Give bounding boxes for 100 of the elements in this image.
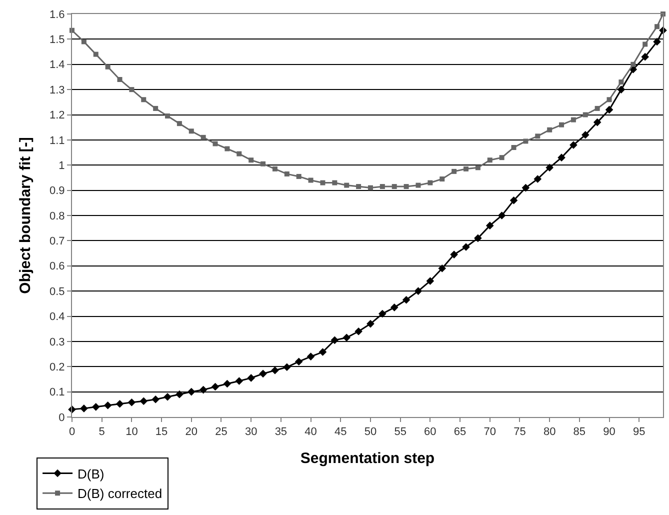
point [165,114,170,119]
point [272,166,278,172]
point [641,52,649,61]
point [211,382,220,391]
point [474,234,482,242]
point [308,178,314,183]
point [344,182,350,188]
point [378,310,386,318]
point [164,392,172,401]
point [510,196,518,204]
x-tick-label: 95 [632,426,646,438]
point [582,112,588,118]
x-tick-label: 5 [98,426,105,438]
point [368,185,373,190]
point [153,106,158,111]
x-tick-label: 35 [274,426,288,438]
point [306,352,315,360]
y-tick-label: 0.1 [50,386,65,399]
point [294,358,303,366]
point [654,24,660,30]
point [558,154,566,162]
point [152,395,160,404]
x-tick-label: 60 [424,426,436,438]
point [271,366,279,374]
point [283,363,291,372]
y-tick-label: 1.4 [50,59,65,72]
point [116,400,124,408]
point [342,334,351,342]
x-tick-label: 15 [155,426,168,438]
point [534,175,542,183]
point [366,320,374,328]
point [402,296,410,304]
point [486,222,494,230]
y-tick-label: 1.3 [50,84,65,96]
y-tick-label: 0.4 [50,311,65,324]
point [414,287,422,295]
point [618,80,624,85]
x-tick-label: 85 [573,426,586,438]
point [188,128,194,134]
point [392,184,397,190]
point [117,76,122,82]
point [104,402,112,410]
point [559,122,564,128]
point [80,404,88,412]
x-tick-label: 45 [334,426,347,438]
point [318,348,327,356]
point [416,182,421,188]
y-tick-label: 1.2 [50,110,65,122]
x-tick-label: 25 [215,426,228,438]
point [380,184,385,190]
point [187,388,196,396]
point [452,168,457,174]
point [475,165,480,170]
point [140,397,148,406]
point [224,146,230,152]
legend-label: D(B) [78,466,104,482]
point [535,134,540,139]
point [617,86,626,94]
x-tick-label: 0 [68,426,76,438]
point [296,174,302,179]
point [450,250,458,258]
x-tick-label: 30 [244,426,258,438]
y-tick-label: 1 [58,160,65,172]
point [581,131,590,139]
point [487,158,492,163]
point [284,171,290,176]
y-tick-label: 1.6 [50,8,65,21]
x-tick-label: 80 [543,426,556,438]
point [128,398,136,406]
point [390,304,398,312]
point [247,374,255,382]
point [260,161,266,166]
legend-label: D(B) corrected [78,486,162,502]
x-tick-label: 70 [484,426,496,438]
x-axis-title: Segmentation step [300,450,435,468]
y-tick-label: 0 [58,412,65,424]
point [320,180,326,186]
point [129,87,134,92]
point [404,184,409,190]
point [546,164,554,172]
x-tick-label: 40 [304,426,317,438]
point [522,184,530,192]
x-tick-label: 55 [394,426,406,438]
point [642,42,648,47]
point [498,212,506,220]
point [570,117,576,122]
y-tick-label: 0.3 [50,336,65,348]
point [259,370,267,378]
point [593,118,602,126]
point [92,403,100,411]
point [332,180,338,186]
point [330,336,339,344]
point [199,386,208,394]
point [594,106,600,111]
x-tick-label: 90 [603,426,616,438]
point [605,106,614,114]
point [105,64,110,70]
point [499,155,504,160]
point [176,121,182,126]
point [438,264,446,272]
